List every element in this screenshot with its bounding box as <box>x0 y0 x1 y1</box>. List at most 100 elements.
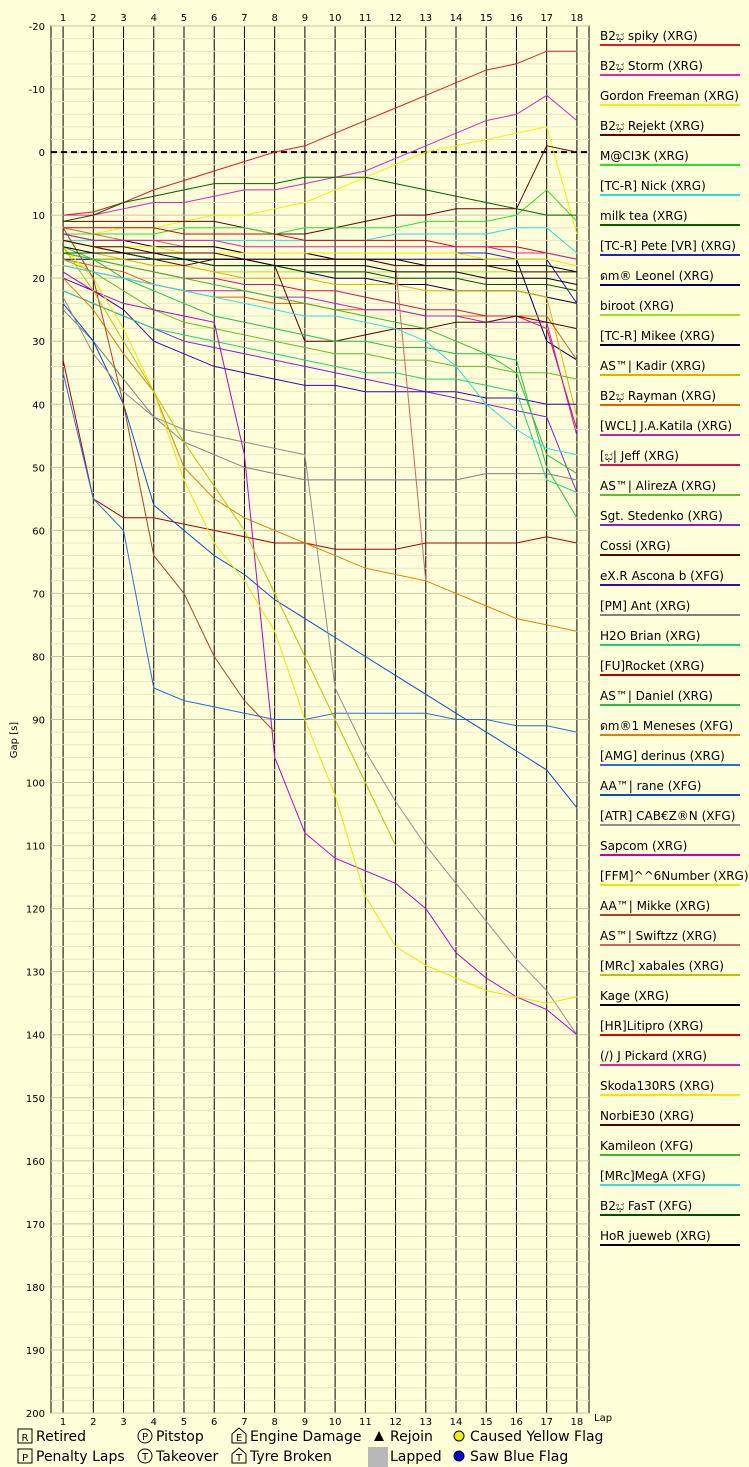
x-tick-label: 17 <box>540 1417 553 1428</box>
legend-entry-label: [MRc] xabales (XRG) <box>600 959 724 973</box>
legend-entry-label: AA™| Mikke (XRG) <box>600 899 710 913</box>
x-tick-label: 8 <box>271 13 277 24</box>
x-tick-label: 7 <box>241 1417 247 1428</box>
x-tick-label: 3 <box>120 13 126 24</box>
legend-entry-label: M@CI3K (XRG) <box>600 149 689 163</box>
y-axis-label: Gap [s] <box>9 722 20 759</box>
x-tick-label: 8 <box>271 1417 277 1428</box>
legend-entry-label: B2ಭ Rejekt (XRG) <box>600 119 704 133</box>
x-tick-label: 14 <box>450 1417 463 1428</box>
legend-entry-label: (/) J Pickard (XRG) <box>600 1049 707 1063</box>
x-tick-label: 9 <box>302 13 308 24</box>
legend-entry-label: [ಭ| Jeff (XRG) <box>600 449 679 463</box>
x-tick-label: 2 <box>90 13 96 24</box>
x-ticks-bottom: 1 2 3 4 5 6 7 8 9 10 11 12 13 14 15 16 17 18 <box>60 1417 583 1428</box>
legend-entry-label: AS™| AlirezA (XRG) <box>600 479 716 493</box>
y-tick-label: 190 <box>26 1346 45 1357</box>
legend-entry-label: HoR jueweb (XRG) <box>600 1229 711 1243</box>
legend-entry-label: [TC-R] Nick (XRG) <box>600 179 706 193</box>
x-tick-label: 1 <box>60 1417 66 1428</box>
y-tick-label: 110 <box>26 842 45 853</box>
y-tick-label: 160 <box>26 1157 45 1168</box>
x-tick-label: 12 <box>389 1417 402 1428</box>
key-label: Engine Damage <box>250 1429 362 1445</box>
x-tick-label: 1 <box>60 13 66 24</box>
x-tick-label: 13 <box>419 1417 432 1428</box>
legend-entry-label: B2ಭ FasT (XFG) <box>600 1199 692 1213</box>
y-tick-label: 30 <box>32 337 45 348</box>
y-tick-label: 100 <box>26 779 45 790</box>
x-tick-label: 17 <box>540 13 553 24</box>
x-tick-label: 18 <box>571 13 584 24</box>
key-label: Rejoin <box>390 1429 433 1445</box>
x-tick-label: 11 <box>359 13 372 24</box>
legend-entry-label: [MRc]MegA (XFG) <box>600 1169 706 1183</box>
legend-entry-label: [TC-R] Pete [VR] (XRG) <box>600 239 736 253</box>
y-tick-label: 180 <box>26 1283 45 1294</box>
legend-entry-label: milk tea (XRG) <box>600 209 688 223</box>
x-tick-label: 18 <box>571 1417 584 1428</box>
y-tick-label: 150 <box>26 1094 45 1105</box>
legend-entry-label: B2ಭ Storm (XRG) <box>600 59 703 73</box>
key-symbol <box>454 1431 464 1441</box>
y-tick-label: 20 <box>32 274 45 285</box>
x-tick-label: 5 <box>181 1417 187 1428</box>
legend-entry-label: B2ಭ spiky (XRG) <box>600 29 698 43</box>
key-symbol-letter: T <box>141 1452 149 1463</box>
y-tick-label: 0 <box>39 148 45 159</box>
y-tick-label: 80 <box>32 652 45 663</box>
x-tick-label: 6 <box>211 13 217 24</box>
x-tick-label: 10 <box>329 13 342 24</box>
legend-entry-label: AA™| rane (XFG) <box>600 779 701 793</box>
x-tick-label: 6 <box>211 1417 217 1428</box>
legend-entry-label: AS™| Swiftzz (XRG) <box>600 929 717 943</box>
y-tick-label: 40 <box>32 400 45 411</box>
y-tick-label: 70 <box>32 589 45 600</box>
key-label: Penalty Laps <box>36 1449 125 1465</box>
x-tick-label: 2 <box>90 1417 96 1428</box>
legend-entry-label: eX.R Ascona b (XFG) <box>600 569 724 583</box>
key-symbol-letter: E <box>236 1433 242 1444</box>
legend-entry-label: biroot (XRG) <box>600 299 674 313</box>
x-tick-label: 14 <box>450 13 463 24</box>
key-label: Caused Yellow Flag <box>470 1429 603 1445</box>
legend-entry-label: ฾ดm®1 Meneses (XFG) <box>600 719 733 733</box>
legend-entry-label: [HR]Litipro (XRG) <box>600 1019 703 1033</box>
legend-entry-label: [FFM]^^6Number (XRG) <box>600 869 749 883</box>
legend-entry-label: Sgt. Stedenko (XRG) <box>600 509 723 523</box>
y-tick-label: 200 <box>26 1409 45 1420</box>
key-symbol-letter: R <box>22 1433 29 1444</box>
legend-entry-label: Kamileon (XFG) <box>600 1139 693 1153</box>
legend-entry-label: Kage (XRG) <box>600 989 669 1003</box>
y-tick-label: 10 <box>32 211 45 222</box>
x-tick-label: 10 <box>329 1417 342 1428</box>
legend-entry-label: AS™| Kadir (XRG) <box>600 359 706 373</box>
legend-entry-label: [PM] Ant (XRG) <box>600 599 690 613</box>
x-tick-label: 5 <box>181 13 187 24</box>
legend-entry-label: [AMG] derinus (XRG) <box>600 749 725 763</box>
key-label: Takeover <box>155 1449 218 1465</box>
key-symbol-letter: T <box>235 1453 243 1464</box>
x-tick-label: 15 <box>480 13 493 24</box>
legend-entry-label: [FU]Rocket (XRG) <box>600 659 704 673</box>
legend-entry-label: [TC-R] Mikee (XRG) <box>600 329 715 343</box>
y-tick-label: 90 <box>32 716 45 727</box>
x-tick-label: 4 <box>151 13 157 24</box>
x-axis-label: Lap <box>594 1413 612 1424</box>
legend-entry-label: H2O Brian (XRG) <box>600 629 700 643</box>
legend-entry-label: ฾ดm® Leonel (XRG) <box>600 269 714 283</box>
legend-entry-label: Cossi (XRG) <box>600 539 671 553</box>
key-symbol-letter: P <box>22 1453 28 1464</box>
key-label: Retired <box>36 1429 86 1445</box>
key-symbol <box>454 1451 464 1461</box>
y-tick-label: 130 <box>26 968 45 979</box>
x-tick-label: 12 <box>389 13 402 24</box>
x-tick-label: 9 <box>302 1417 308 1428</box>
y-tick-label: 60 <box>32 526 45 537</box>
x-tick-label: 16 <box>510 13 523 24</box>
key-label: Saw Blue Flag <box>470 1449 568 1465</box>
x-tick-label: 15 <box>480 1417 493 1428</box>
legend-entry-label: Gordon Freeman (XRG) <box>600 89 739 103</box>
key-symbol <box>368 1447 388 1467</box>
legend-entry-label: NorbiE30 (XRG) <box>600 1109 694 1123</box>
